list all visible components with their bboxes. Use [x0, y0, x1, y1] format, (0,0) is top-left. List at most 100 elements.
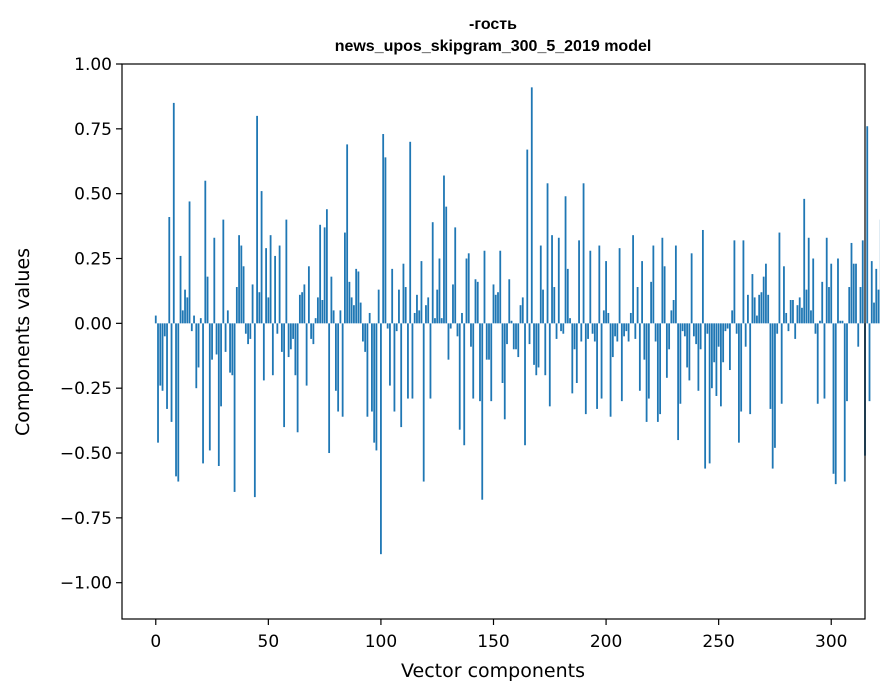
bar-component-183 [566, 268, 569, 324]
y-tick-label: 1.00 [74, 55, 112, 75]
bar-component-209 [625, 323, 628, 332]
bar-component-246 [708, 323, 711, 464]
bar-component-97 [373, 323, 376, 443]
bar-component-36 [235, 287, 238, 324]
bar-component-87 [350, 297, 353, 324]
bar-component-26 [213, 237, 216, 324]
bar-component-10 [177, 323, 180, 482]
plot-frame [121, 63, 866, 620]
bar-component-250 [717, 323, 720, 347]
bar-component-242 [699, 323, 702, 350]
bar-component-159 [512, 323, 515, 350]
bar-component-253 [724, 323, 727, 332]
bar-component-311 [855, 263, 857, 324]
x-tick-label: 300 [815, 632, 847, 652]
bar-component-134 [456, 323, 459, 337]
bar-component-284 [794, 323, 797, 339]
bar-component-289 [805, 289, 808, 324]
bar-component-76 [325, 209, 328, 324]
bar-component-133 [454, 227, 457, 324]
bar-component-93 [364, 323, 367, 352]
bar-component-180 [560, 323, 562, 332]
bar-component-44 [253, 323, 256, 498]
bar-component-83 [341, 323, 344, 417]
bar-component-224 [659, 323, 662, 415]
bar-component-202 [609, 323, 612, 417]
bar-component-290 [807, 237, 810, 324]
bar-component-168 [533, 323, 535, 365]
bar-component-112 [407, 323, 409, 399]
x-tick-label: 250 [702, 632, 734, 652]
bar-component-4 [163, 323, 166, 337]
bar-component-201 [607, 312, 610, 324]
bar-component-318 [870, 261, 873, 324]
bar-component-235 [683, 323, 686, 337]
bar-component-208 [623, 323, 625, 337]
bar-component-234 [681, 323, 684, 332]
bar-component-184 [569, 318, 571, 324]
y-tick-label: −0.75 [60, 509, 112, 529]
bar-component-216 [641, 261, 643, 324]
bar-component-270 [762, 276, 765, 324]
bar-component-227 [665, 323, 668, 378]
bar-component-260 [740, 323, 743, 412]
bar-component-130 [447, 323, 450, 360]
bar-component-251 [720, 323, 722, 407]
bar-component-307 [846, 323, 848, 402]
bar-component-271 [765, 263, 767, 324]
bar-component-72 [316, 297, 319, 324]
bar-component-160 [515, 323, 517, 350]
bar-component-142 [474, 279, 477, 324]
bar-component-179 [557, 237, 560, 324]
bar-component-101 [382, 134, 385, 324]
bar-component-172 [542, 289, 544, 324]
bar-component-3 [161, 323, 164, 391]
bar-component-267 [756, 315, 758, 324]
x-tick-label: 0 [150, 632, 161, 652]
bar-component-287 [801, 307, 803, 324]
bar-component-277 [778, 232, 781, 324]
bar-component-268 [758, 294, 761, 324]
bar-component-263 [747, 294, 749, 324]
bar-component-279 [783, 266, 785, 324]
bar-component-34 [231, 323, 234, 376]
y-tick-label: −1.00 [60, 574, 112, 594]
bar-component-118 [420, 261, 423, 324]
x-axis-ticks: 0 50 100 150 200 250 300 [150, 619, 847, 652]
bar-component-86 [348, 281, 351, 324]
bar-component-278 [780, 323, 783, 404]
bar-component-295 [819, 320, 821, 324]
bar-component-214 [636, 287, 639, 324]
bar-component-243 [701, 229, 704, 324]
bar-component-192 [587, 323, 589, 339]
bar-component-293 [814, 323, 817, 334]
bar-component-303 [837, 258, 839, 324]
bar-component-119 [422, 323, 425, 482]
bar-component-48 [262, 323, 265, 381]
bar-component-28 [217, 323, 220, 466]
bar-component-129 [445, 206, 448, 324]
bar-component-170 [537, 323, 540, 368]
bar-component-1 [157, 323, 159, 443]
bar-component-0 [154, 315, 157, 324]
bar-component-236 [686, 323, 689, 368]
bar-component-67 [305, 323, 308, 386]
bar-component-272 [767, 294, 770, 324]
bar-component-273 [769, 323, 772, 409]
bar-component-174 [546, 183, 549, 324]
bar-component-261 [742, 240, 745, 324]
bar-component-69 [310, 323, 313, 339]
bar-component-294 [816, 323, 819, 404]
bar-component-217 [643, 323, 646, 360]
bar-component-100 [380, 323, 382, 555]
bar-component-141 [472, 323, 475, 399]
bar-component-167 [530, 87, 533, 324]
bar-component-60 [289, 323, 292, 350]
bar-component-221 [652, 245, 655, 324]
bar-component-144 [479, 323, 481, 402]
bar-component-306 [843, 323, 846, 482]
bar-component-35 [233, 323, 236, 492]
bar-component-222 [654, 323, 657, 342]
bar-component-280 [785, 312, 788, 324]
bar-component-230 [672, 300, 675, 324]
